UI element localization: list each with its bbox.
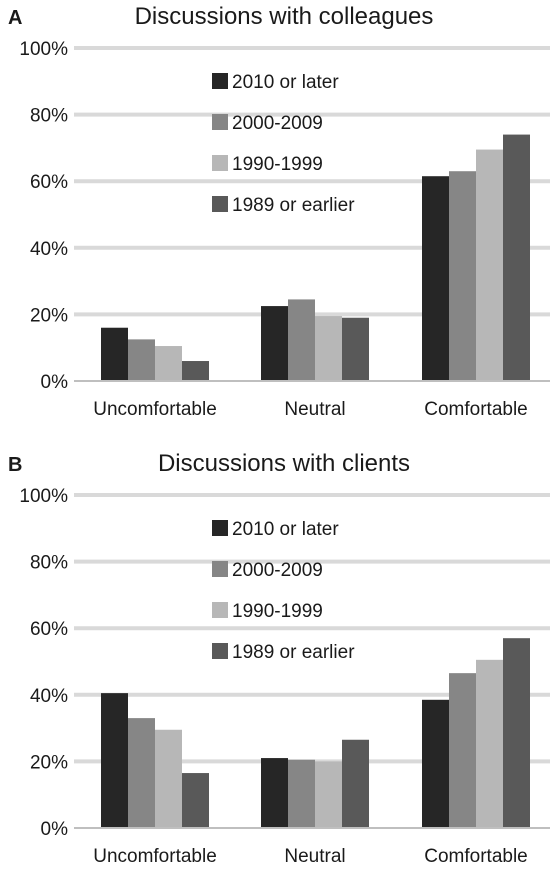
legend-label: 2010 or later	[232, 519, 339, 540]
x-category-label: Neutral	[284, 399, 345, 420]
legend-swatch	[212, 561, 228, 577]
bar-2000-2009	[288, 299, 315, 381]
y-tick-label: 80%	[30, 106, 68, 127]
bar-1990-1999	[155, 729, 182, 828]
chart-panel-a: 0% 20% 40% 60% 80% 100% Uncomfortable Neutral Co…	[0, 0, 559, 447]
bar-1990-1999	[315, 316, 342, 381]
legend-swatch	[212, 602, 228, 618]
legend-label: 2000-2009	[232, 113, 323, 134]
panel-label: A	[8, 7, 22, 29]
bar-2010-or-later	[101, 327, 128, 381]
bar-2010-or-later	[422, 699, 449, 828]
chart-b-svg: 0% 20% 40% 60% 80% 100% Uncomfortable Neutral Co…	[8, 450, 550, 867]
bar-2000-2009	[128, 339, 155, 381]
y-tick-label: 20%	[30, 305, 68, 326]
bar-1990-1999	[155, 346, 182, 381]
y-tick-label: 40%	[30, 686, 68, 707]
y-tick-label: 40%	[30, 239, 68, 260]
chart-a-svg: 0% 20% 40% 60% 80% 100% Uncomfortable Neutral Co…	[8, 3, 550, 420]
legend-swatch	[212, 520, 228, 536]
panel-label: B	[8, 454, 22, 476]
y-tick-label: 100%	[19, 486, 68, 507]
chart-title: Discussions with colleagues	[135, 3, 434, 30]
y-tick-label: 100%	[19, 39, 68, 60]
legend-label: 1990-1999	[232, 601, 323, 622]
legend-label: 2010 or later	[232, 72, 339, 93]
bar-1989-or-earlier	[342, 317, 369, 381]
bar-1989-or-earlier	[182, 361, 209, 381]
legend-swatch	[212, 643, 228, 659]
bar-1989-or-earlier	[503, 638, 530, 828]
x-category-label: Comfortable	[424, 399, 528, 420]
bar-2010-or-later	[261, 758, 288, 828]
chart-title: Discussions with clients	[158, 450, 410, 477]
bar-1989-or-earlier	[342, 739, 369, 828]
bar-2000-2009	[449, 171, 476, 381]
x-category-label: Neutral	[284, 846, 345, 867]
legend-swatch	[212, 155, 228, 171]
y-tick-label: 0%	[41, 819, 69, 840]
legend-label: 1989 or earlier	[232, 195, 355, 216]
bar-2000-2009	[449, 673, 476, 828]
bar-1989-or-earlier	[503, 134, 530, 381]
bar-1990-1999	[315, 761, 342, 828]
chart-panel-b: 0% 20% 40% 60% 80% 100% Uncomfortable Neutral Co…	[0, 447, 559, 894]
legend-swatch	[212, 73, 228, 89]
bar-2010-or-later	[422, 176, 449, 381]
x-category-label: Uncomfortable	[93, 846, 217, 867]
y-tick-label: 60%	[30, 619, 68, 640]
x-category-label: Comfortable	[424, 846, 528, 867]
x-category-label: Uncomfortable	[93, 399, 217, 420]
legend-swatch	[212, 196, 228, 212]
legend-swatch	[212, 114, 228, 130]
y-tick-label: 20%	[30, 752, 68, 773]
y-tick-label: 0%	[41, 372, 69, 393]
legend-label: 1990-1999	[232, 154, 323, 175]
bar-1990-1999	[476, 659, 503, 828]
bar-1989-or-earlier	[182, 773, 209, 828]
y-tick-label: 80%	[30, 553, 68, 574]
y-tick-label: 60%	[30, 172, 68, 193]
bar-2010-or-later	[101, 693, 128, 828]
legend-label: 1989 or earlier	[232, 642, 355, 663]
bar-2000-2009	[288, 759, 315, 828]
legend-label: 2000-2009	[232, 560, 323, 581]
bar-2000-2009	[128, 718, 155, 828]
bar-1990-1999	[476, 149, 503, 381]
bar-2010-or-later	[261, 306, 288, 381]
